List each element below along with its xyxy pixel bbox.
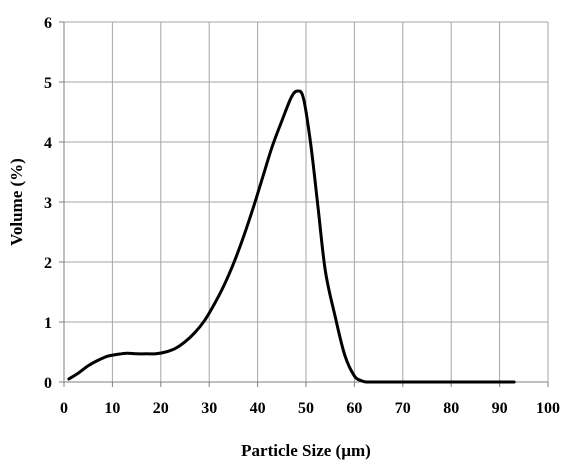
x-tick-label: 20 [153,400,169,417]
x-tick-label: 0 [60,400,68,417]
y-tick-label: 6 [44,15,52,32]
y-tick-label: 3 [44,195,52,212]
x-tick-label: 80 [443,400,459,417]
x-tick-label: 50 [298,400,314,417]
y-axis-title: Volume (%) [7,158,26,246]
y-tick-labels: 0 1 2 3 4 5 6 [44,15,52,392]
x-tick-label: 40 [250,400,266,417]
x-tick-label: 30 [201,400,217,417]
y-tick-label: 1 [44,315,52,332]
series-line [67,89,516,384]
x-tick-label: 70 [395,400,411,417]
axes [59,21,549,387]
x-tick-label: 90 [492,400,508,417]
y-tick-label: 2 [44,255,52,272]
x-tick-label: 60 [346,400,362,417]
x-tick-label: 100 [536,400,560,417]
y-gridlines [64,21,548,323]
y-tick-label: 5 [44,75,52,92]
x-tick-label: 10 [104,400,120,417]
x-axis-title: Particle Size (µm) [241,441,371,460]
y-tick-label: 4 [44,135,52,152]
y-tick-label: 0 [44,375,52,392]
x-tick-labels: 0 10 20 30 40 50 60 70 80 90 100 [60,400,560,417]
